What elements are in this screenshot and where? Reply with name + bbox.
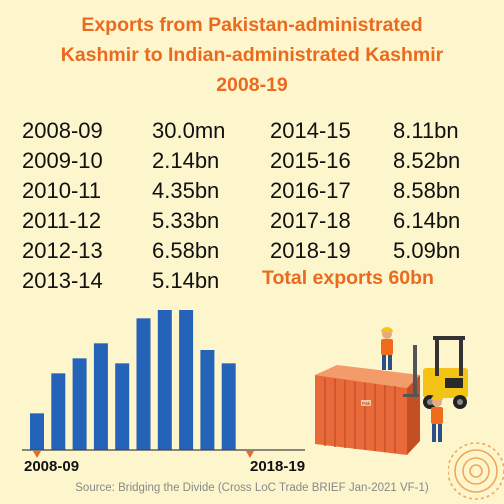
end-marker-icon bbox=[246, 451, 254, 458]
year-label: 2009-10 bbox=[22, 148, 103, 173]
axis-start-label: 2008-09 bbox=[24, 458, 80, 475]
year-label: 2014-15 bbox=[270, 118, 351, 143]
year-label: 2011-12 bbox=[22, 208, 102, 233]
year-label: 2017-18 bbox=[270, 208, 351, 233]
container-label: Pak bbox=[362, 401, 371, 406]
export-value: 5.14bn bbox=[152, 268, 220, 293]
total-exports: Total exports 60bn bbox=[262, 267, 434, 289]
year-label: 2008-09 bbox=[22, 118, 103, 143]
export-value: 6.58bn bbox=[152, 238, 220, 263]
bar-2010-11 bbox=[72, 358, 87, 450]
export-value: 8.58bn bbox=[393, 178, 461, 203]
bar-2017-18 bbox=[221, 363, 236, 450]
year-label: 2016-17 bbox=[270, 178, 351, 203]
export-value: 5.09bn bbox=[393, 238, 461, 263]
title-line-3: 2008-19 bbox=[216, 74, 288, 96]
source-note: Source: Bridging the Divide (Cross LoC T… bbox=[75, 482, 429, 494]
year-label: 2015-16 bbox=[270, 148, 351, 173]
bar-2008-09 bbox=[30, 413, 44, 450]
export-value: 6.14bn bbox=[393, 208, 461, 233]
bar-chart bbox=[22, 310, 305, 458]
title-line-1: Exports from Pakistan-administrated bbox=[81, 14, 423, 36]
export-value: 8.11bn bbox=[393, 118, 459, 143]
export-value: 8.52bn bbox=[393, 148, 461, 173]
title-line-2: Kashmir to Indian-administrated Kashmir bbox=[60, 44, 444, 66]
bar-2016-17 bbox=[200, 350, 215, 450]
mandala-decoration-icon bbox=[448, 442, 504, 500]
export-value: 5.33bn bbox=[152, 208, 220, 233]
chart-title: Exports from Pakistan-administrated Kash… bbox=[0, 10, 504, 100]
worker-icon bbox=[431, 395, 443, 442]
shipping-container-icon: Pak bbox=[315, 365, 420, 455]
bar-2011-12 bbox=[93, 343, 108, 450]
axis-end-label: 2018-19 bbox=[250, 458, 306, 475]
bar-2013-14 bbox=[136, 318, 151, 450]
forklift-icon bbox=[403, 336, 468, 409]
year-label: 2010-11 bbox=[22, 178, 102, 203]
year-label: 2018-19 bbox=[270, 238, 351, 263]
worker-icon bbox=[381, 327, 393, 370]
bar-2014-15 bbox=[157, 310, 172, 450]
trade-illustration: Pak bbox=[315, 327, 468, 455]
year-label: 2012-13 bbox=[22, 238, 103, 263]
bar-2015-16 bbox=[179, 310, 194, 450]
export-value: 2.14bn bbox=[152, 148, 220, 173]
export-value: 30.0mn bbox=[152, 118, 226, 143]
start-marker-icon bbox=[33, 451, 41, 458]
export-value: 4.35bn bbox=[152, 178, 220, 203]
year-label: 2013-14 bbox=[22, 268, 103, 293]
bar-2012-13 bbox=[115, 363, 130, 450]
bar-2009-10 bbox=[51, 373, 66, 450]
